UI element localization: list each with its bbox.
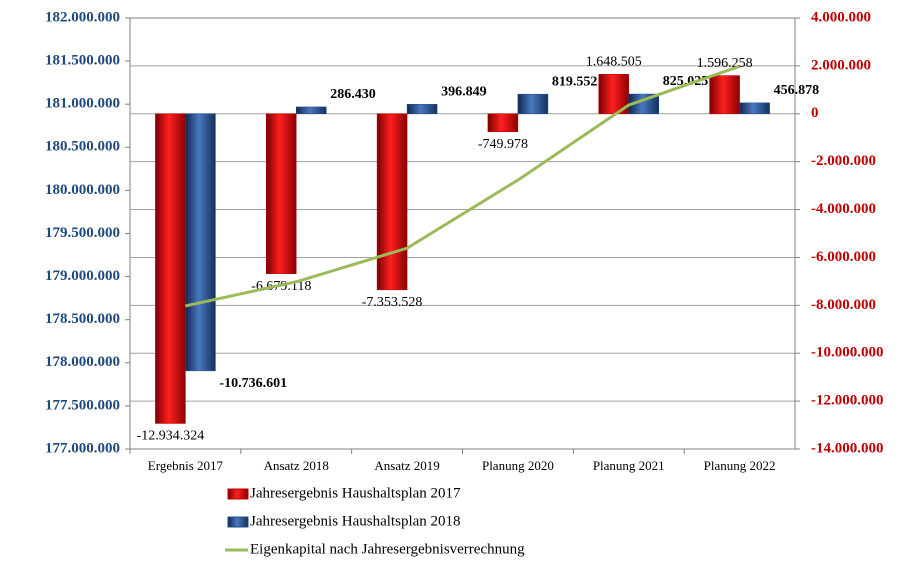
y-tick-label: 182.000.000 [45,9,120,25]
y-tick-label: 177.500.000 [45,397,120,413]
y2-tick-label: -12.000.000 [811,393,884,409]
bar [487,113,519,132]
data-label: 1.648.505 [586,55,642,70]
legend-label: Jahresergebnis Haushaltsplan 2017 [250,485,461,501]
x-tick-label: Ergebnis 2017 [148,458,224,473]
y-tick-label: 178.000.000 [45,354,120,370]
x-tick-label: Ansatz 2018 [264,458,329,473]
y2-tick-label: -10.000.000 [811,345,884,361]
y2-tick-label: 4.000.000 [811,9,871,25]
y-tick-label: 177.000.000 [45,440,120,456]
legend-label: Jahresergebnis Haushaltsplan 2018 [250,513,461,529]
y2-tick-label: -2.000.000 [811,153,876,169]
data-label: -12.934.324 [137,429,205,444]
x-tick-label: Ansatz 2019 [374,458,439,473]
data-label: 1.596.258 [697,56,753,71]
bar [709,75,740,115]
data-label: 456.878 [774,83,820,98]
x-tick-label: Planung 2022 [704,458,776,473]
bar [155,113,186,424]
bar [517,93,549,115]
bar [185,113,216,372]
y-tick-label: 178.500.000 [45,311,120,327]
line [185,64,741,308]
bar [406,104,438,115]
y-tick-label: 179.500.000 [45,225,120,241]
bar [376,113,408,291]
x-tick-label: Planung 2021 [593,458,665,473]
data-label: 819.552 [552,74,598,89]
y2-tick-label: 0 [811,105,819,121]
y-tick-label: 180.000.000 [45,182,120,198]
y-tick-label: 181.000.000 [45,96,120,112]
data-label: 396.849 [441,84,487,99]
y-tick-label: 180.500.000 [45,139,120,155]
y2-tick-label: -14.000.000 [811,440,884,456]
x-tick-label: Planung 2020 [482,458,554,473]
y2-tick-label: -8.000.000 [811,297,876,313]
y2-tick-label: 2.000.000 [811,57,871,73]
data-label: -10.736.601 [219,376,287,391]
data-label: -7.353.528 [362,295,423,310]
y2-tick-label: -4.000.000 [811,201,876,217]
data-label: 286.430 [330,87,376,102]
y2-tick-label: -6.000.000 [811,249,876,265]
y-tick-label: 179.000.000 [45,268,120,284]
legend-marker [227,488,249,500]
bar [739,102,770,115]
legend-marker [227,516,249,528]
legend-label: Eigenkapital nach Jahresergebnisverrechn… [250,541,525,557]
data-label: -749.978 [478,137,528,152]
bar [266,113,297,274]
y-tick-label: 181.500.000 [45,53,120,69]
data-label: 825.025 [663,74,709,89]
bar [296,106,327,115]
